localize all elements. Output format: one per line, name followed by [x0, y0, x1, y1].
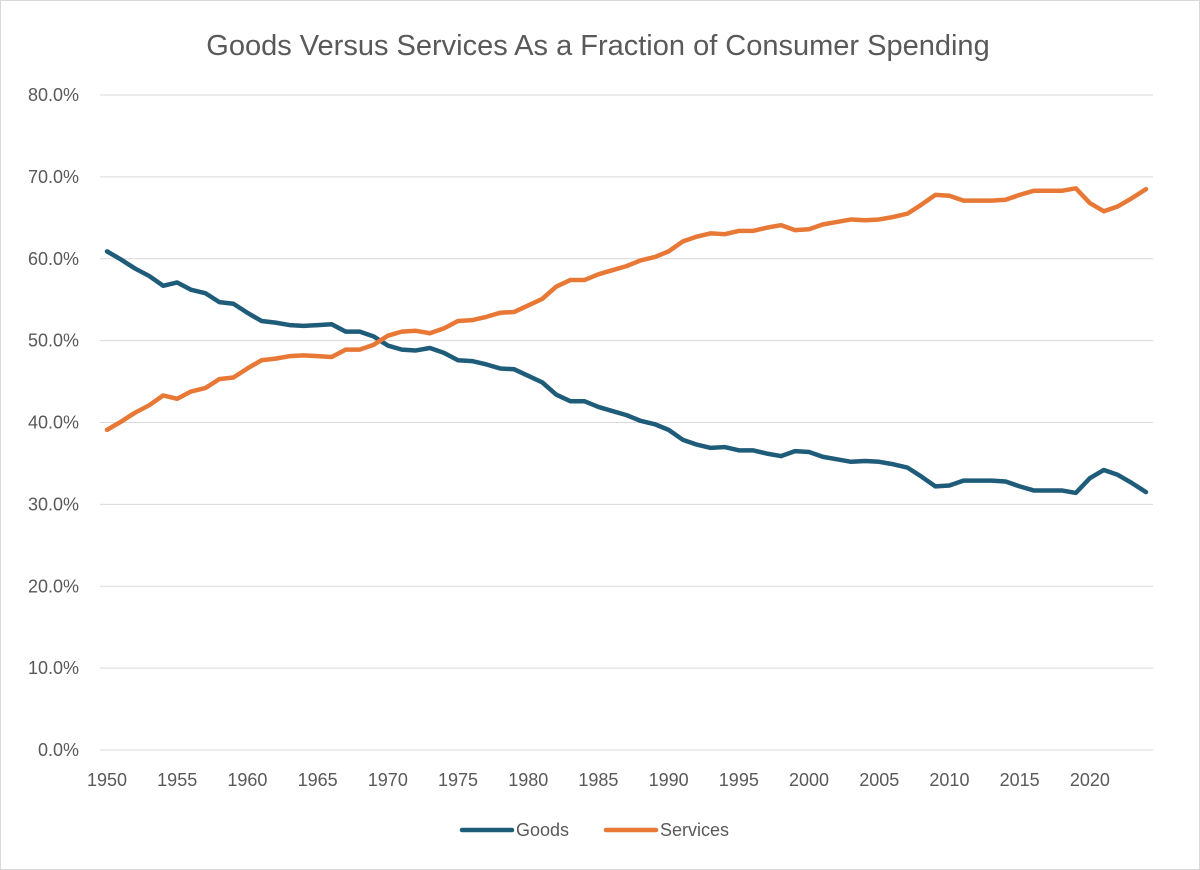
x-tick-label: 2015 — [1000, 770, 1040, 790]
gridlines — [100, 94, 1153, 751]
x-tick-label: 2010 — [929, 770, 969, 790]
x-tick-label: 1980 — [508, 770, 548, 790]
y-tick-label: 80.0% — [28, 85, 79, 105]
x-tick-label: 1955 — [157, 770, 197, 790]
y-tick-label: 40.0% — [28, 413, 79, 433]
y-tick-label: 10.0% — [28, 658, 79, 678]
legend-label-goods: Goods — [516, 820, 569, 840]
chart-title: Goods Versus Services As a Fraction of C… — [206, 30, 989, 62]
y-tick-label: 50.0% — [28, 331, 79, 351]
legend-label-services: Services — [660, 820, 729, 840]
x-tick-label: 1985 — [578, 770, 618, 790]
y-axis-tick-labels: 0.0% 10.0% 20.0% 30.0% 40.0% 50.0% 60.0% 70.0% 8… — [28, 85, 79, 760]
series-line-services — [104, 186, 1149, 433]
x-tick-label: 1970 — [368, 770, 408, 790]
series-line-goods — [104, 249, 1149, 496]
series-lines — [104, 186, 1149, 496]
x-tick-label: 2020 — [1070, 770, 1110, 790]
x-tick-label: 1950 — [87, 770, 127, 790]
x-tick-label: 1965 — [298, 770, 338, 790]
y-tick-label: 60.0% — [28, 249, 79, 269]
x-tick-label: 2005 — [859, 770, 899, 790]
x-tick-label: 1990 — [649, 770, 689, 790]
y-tick-label: 0.0% — [38, 740, 79, 760]
y-tick-label: 70.0% — [28, 167, 79, 187]
y-tick-label: 30.0% — [28, 494, 79, 514]
legend: Goods Services — [459, 820, 729, 840]
x-axis-tick-labels: 1950 1955 1960 1965 1970 1975 1980 1985 1990 1995… — [87, 770, 1110, 790]
x-tick-label: 1995 — [719, 770, 759, 790]
x-tick-label: 1960 — [227, 770, 267, 790]
y-tick-label: 20.0% — [28, 576, 79, 596]
x-tick-label: 2000 — [789, 770, 829, 790]
x-tick-label: 1975 — [438, 770, 478, 790]
